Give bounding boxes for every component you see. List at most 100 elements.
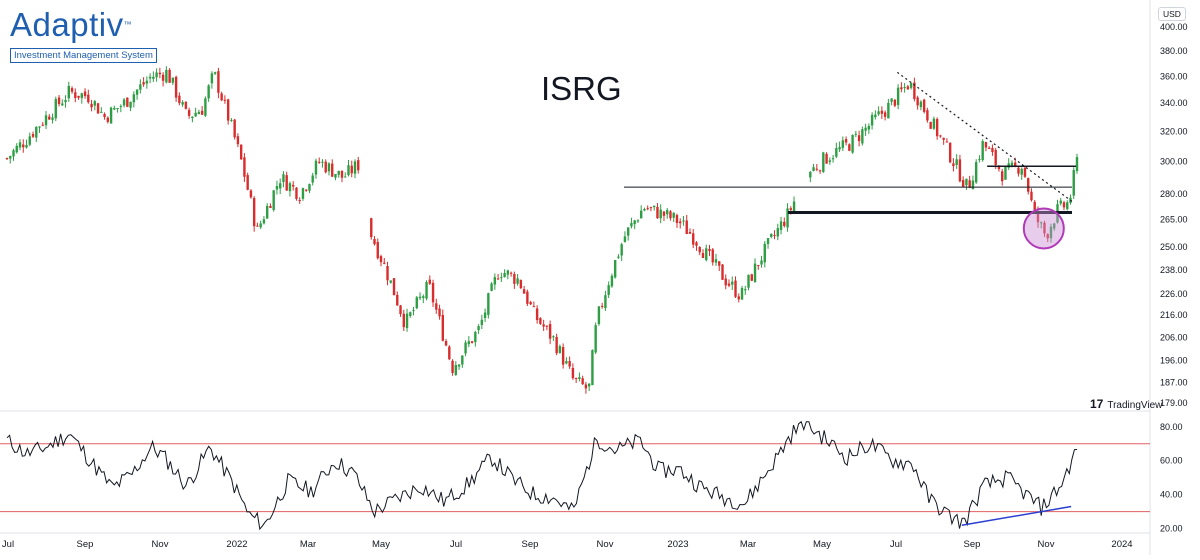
candle-body — [1023, 167, 1027, 177]
candle-body — [461, 355, 464, 365]
candle-body — [243, 157, 246, 177]
candle-body — [145, 80, 149, 84]
candle-body — [194, 112, 197, 117]
candle-body — [714, 259, 718, 263]
candle-body — [1053, 223, 1056, 229]
candle-body — [958, 159, 962, 182]
candle-body — [171, 77, 175, 83]
time-tick-label: Sep — [522, 539, 539, 550]
candle-body — [77, 95, 80, 98]
candle-body — [587, 383, 591, 387]
candle-body — [948, 142, 952, 163]
candle-body — [711, 249, 714, 263]
candle-body — [396, 294, 399, 306]
candle-body — [1036, 210, 1040, 223]
candle-body — [54, 99, 57, 119]
candle-body — [890, 98, 893, 102]
price-tick-label: 216.00 — [1160, 310, 1188, 320]
candle-body — [701, 253, 705, 258]
candle-body — [1027, 178, 1030, 192]
candle-body — [321, 161, 324, 163]
candle-body — [916, 97, 919, 106]
candle-body — [1059, 200, 1062, 204]
candle-body — [747, 274, 750, 288]
candle-body — [591, 350, 594, 386]
candle-body — [513, 274, 516, 284]
candle-body — [672, 212, 675, 218]
candle-body — [347, 165, 350, 176]
candle-body — [113, 107, 116, 110]
price-tick-label: 179.00 — [1160, 398, 1188, 408]
price-tick-label: 187.00 — [1160, 378, 1188, 388]
chart-title: ISRG — [541, 70, 622, 107]
candle-body — [119, 106, 123, 108]
candle-body — [822, 152, 825, 172]
currency-button[interactable]: USD — [1158, 7, 1186, 21]
tradingview-icon: 17 — [1090, 397, 1104, 411]
candle-body — [708, 248, 711, 251]
candle-body — [233, 119, 236, 138]
candle-body — [503, 273, 506, 278]
candle-body — [1043, 222, 1046, 234]
candle-body — [864, 127, 867, 131]
candle-body — [448, 346, 451, 360]
candle-body — [129, 101, 132, 108]
candle-body — [646, 208, 649, 210]
candle-body — [841, 140, 845, 148]
candle-body — [236, 136, 240, 145]
candle-body — [239, 144, 243, 160]
candle-body — [278, 183, 282, 189]
candle-body — [545, 325, 549, 327]
candle-body — [539, 318, 542, 324]
candle-body — [324, 161, 327, 173]
candle-body — [500, 277, 503, 279]
candle-body — [831, 158, 835, 160]
candle-body — [770, 233, 773, 237]
candle-body — [877, 111, 880, 115]
candle-body — [1017, 167, 1020, 174]
time-tick-label: May — [813, 539, 831, 550]
candle-body — [740, 287, 744, 300]
candle-body — [568, 361, 571, 367]
candle-body — [750, 274, 753, 281]
candle-body — [9, 156, 12, 159]
candle-body — [731, 281, 734, 285]
candle-body — [571, 367, 575, 379]
candle-body — [252, 198, 256, 227]
candle-body — [161, 74, 165, 81]
candle-body — [25, 144, 28, 148]
candle-body — [87, 94, 90, 103]
candle-body — [851, 134, 854, 153]
candle-body — [318, 161, 321, 163]
candle-body — [220, 93, 223, 101]
candle-body — [204, 98, 207, 116]
candle-body — [558, 346, 562, 353]
time-tick-label: Sep — [964, 539, 981, 550]
candle-body — [418, 296, 422, 299]
candle-body — [61, 103, 64, 106]
candle-body — [344, 176, 347, 178]
candle-body — [305, 189, 308, 191]
candle-body — [272, 190, 275, 210]
candle-body — [256, 225, 259, 227]
price-tick-label: 265.00 — [1160, 215, 1188, 225]
candle-body — [535, 308, 539, 321]
candle-body — [961, 180, 965, 187]
candle-body — [548, 324, 552, 339]
candle-body — [15, 145, 18, 153]
candle-body — [812, 167, 815, 171]
candle-body — [776, 228, 779, 237]
rsi-tick-label: 20.00 — [1160, 524, 1183, 534]
candle-body — [191, 116, 194, 119]
price-tick-label: 206.00 — [1160, 332, 1188, 342]
candle-body — [552, 336, 555, 338]
candle-body — [109, 107, 113, 124]
candle-body — [265, 205, 269, 219]
candle-body — [727, 283, 731, 286]
candle-body — [929, 121, 932, 129]
candle-body — [903, 87, 906, 89]
candle-body — [210, 73, 214, 84]
rsi-tick-label: 80.00 — [1160, 422, 1183, 432]
candle-body — [610, 275, 614, 287]
candle-body — [298, 200, 301, 202]
